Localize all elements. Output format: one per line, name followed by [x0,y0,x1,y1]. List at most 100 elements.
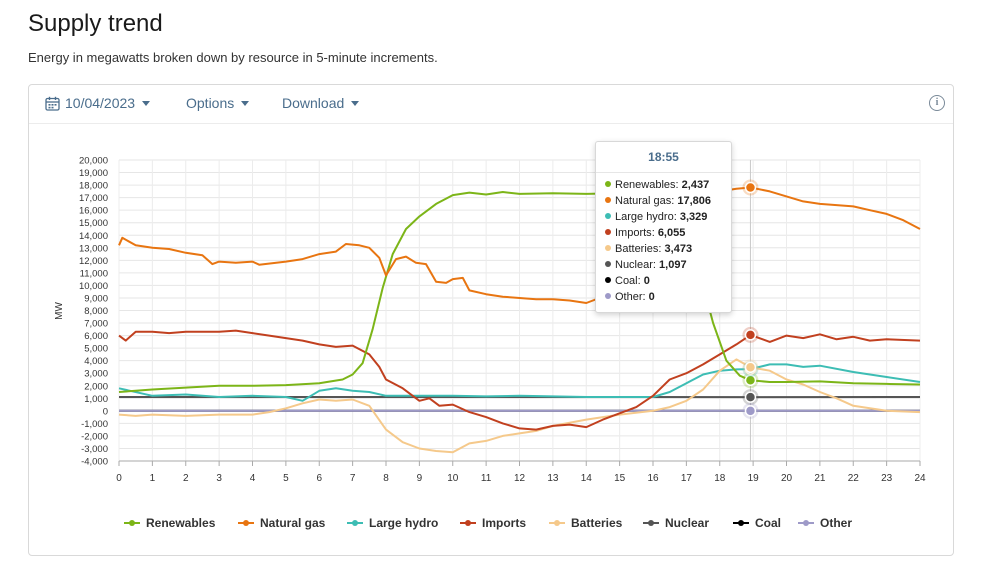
chevron-down-icon [241,100,250,106]
y-tick-label: 0 [103,406,108,417]
y-tick-label: 1,000 [84,394,108,405]
y-tick-label: -2,000 [81,431,108,442]
date-picker[interactable]: 10/04/2023 [45,95,151,111]
tooltip-dot [605,197,611,203]
options-menu[interactable]: Options [186,95,250,111]
tooltip-dot [605,245,611,251]
x-tick-label: 7 [350,473,356,484]
page-subtitle: Energy in megawatts broken down by resou… [28,50,438,65]
x-tick-label: 15 [614,473,626,484]
marker-layer [742,179,759,419]
series-line-large-hydro[interactable] [118,363,921,402]
y-tick-label: 13,000 [79,243,108,254]
legend-marker [465,520,471,526]
x-tick-label: 24 [914,473,926,484]
info-icon[interactable]: i [929,95,945,111]
x-tick-label: 21 [814,473,826,484]
y-tick-label: 14,000 [79,231,108,242]
y-tick-label: 7,000 [84,319,108,330]
hover-point [744,391,757,403]
series-line-imports[interactable] [118,329,921,431]
hover-point [744,374,757,387]
y-tick-label: 12,000 [79,256,108,267]
hover-point [744,329,757,341]
legend-label: Batteries [571,516,623,530]
y-tick-label: 19,000 [79,168,108,179]
x-tick-label: 14 [581,473,593,484]
tooltip-row: Renewables: 2,437 [596,177,731,193]
y-tick-label: 3,000 [84,369,108,380]
tooltip-series-value: 0 [648,291,655,303]
x-tick-label: 16 [647,473,659,484]
chevron-down-icon [351,100,360,106]
tooltip-dot [605,181,611,187]
chart-card: 10/04/2023 Options Download i [28,84,954,556]
tooltip-series-name: Nuclear [615,259,653,271]
tooltip-row: Large hydro: 3,329 [596,209,731,225]
tooltip-series-name: Large hydro [615,211,674,223]
x-tick-label: 0 [116,473,122,484]
x-tick-label: 19 [748,473,760,484]
legend-marker [803,520,809,526]
chart-toolbar: 10/04/2023 Options Download i [29,85,953,124]
legend-item-renewables[interactable]: Renewables [124,516,216,530]
tooltip-dot [605,293,611,299]
legend-label: Coal [755,516,781,530]
y-tick-label: 8,000 [84,306,108,317]
axis-layer: -4,000-3,000-2,000-1,00001,0002,0003,000… [79,156,926,485]
x-tick-label: 8 [383,473,389,484]
tooltip-series-value: 6,055 [657,227,686,239]
tooltip-series-name: Natural gas [615,195,672,207]
x-tick-label: 1 [150,473,156,484]
x-tick-label: 18 [714,473,726,484]
y-tick-label: 6,000 [84,331,108,342]
x-tick-label: 12 [514,473,526,484]
series-line-batteries[interactable] [118,358,921,454]
tooltip-row: Batteries: 3,473 [596,241,731,257]
y-tick-label: -3,000 [81,444,108,455]
download-menu[interactable]: Download [282,95,360,111]
tooltip-series-value: 17,806 [677,195,712,207]
y-tick-label: 9,000 [84,293,108,304]
legend-label: Large hydro [369,516,438,530]
legend-item-batteries[interactable]: Batteries [549,516,623,530]
legend: Renewables Natural gas Large hydro Imports B… [124,516,852,530]
tooltip-row: Imports: 6,055 [596,225,731,241]
legend-marker [129,520,135,526]
y-tick-label: 10,000 [79,281,108,292]
legend-item-imports[interactable]: Imports [460,516,526,530]
y-tick-label: 17,000 [79,193,108,204]
tooltip-row: Nuclear: 1,097 [596,257,731,273]
x-tick-label: 23 [881,473,893,484]
x-tick-label: 10 [447,473,459,484]
y-tick-label: 2,000 [84,381,108,392]
tooltip-series-value: 0 [643,275,650,287]
tooltip-dot [605,277,611,283]
x-tick-label: 20 [781,473,793,484]
legend-item-large-hydro[interactable]: Large hydro [347,516,438,530]
legend-item-nuclear[interactable]: Nuclear [643,516,709,530]
tooltip-time: 18:55 [596,142,731,173]
options-label: Options [186,95,235,111]
tooltip-rows: Renewables: 2,437 Natural gas: 17,806 Larg… [596,173,731,305]
legend-item-natural-gas[interactable]: Natural gas [238,516,326,530]
hover-point [744,361,757,374]
hover-point [744,181,757,194]
legend-item-other[interactable]: Other [798,516,852,530]
x-tick-label: 22 [848,473,860,484]
x-tick-label: 11 [481,473,492,484]
tooltip-row: Other: 0 [596,289,731,305]
y-tick-label: 4,000 [84,356,108,367]
tooltip-dot [605,229,611,235]
legend-marker [648,520,654,526]
tooltip-series-name: Renewables [615,179,676,191]
x-tick-label: 4 [250,473,256,484]
tooltip-series-name: Other [615,291,643,303]
date-label: 10/04/2023 [65,95,136,111]
x-tick-label: 6 [316,473,322,484]
tooltip-dot [605,261,611,267]
y-tick-label: -1,000 [81,419,108,430]
tooltip-series-value: 2,437 [681,179,710,191]
legend-item-coal[interactable]: Coal [733,516,781,530]
